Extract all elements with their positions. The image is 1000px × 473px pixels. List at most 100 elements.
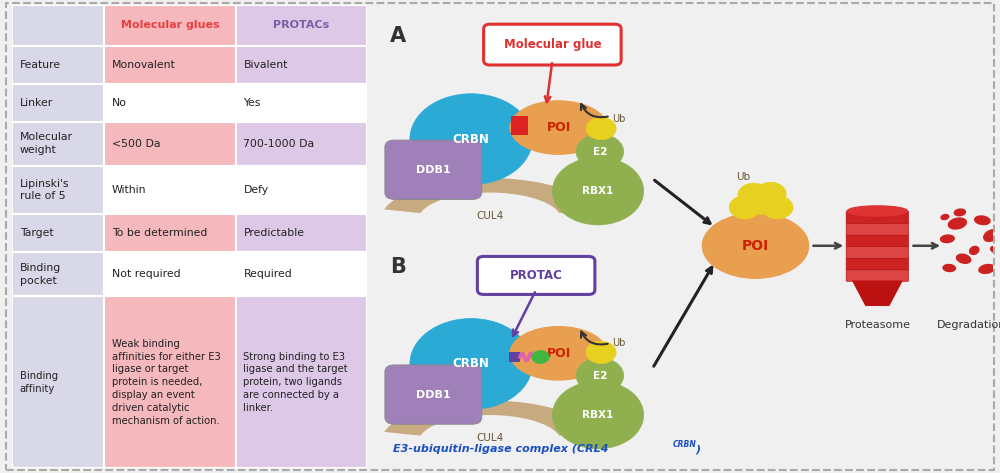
Text: Yes: Yes	[243, 97, 261, 107]
Text: Binding
pocket: Binding pocket	[20, 263, 61, 286]
Bar	[12, 296, 104, 468]
Circle shape	[586, 117, 616, 140]
Text: POI: POI	[742, 239, 769, 253]
Ellipse shape	[943, 264, 955, 272]
Bar	[104, 252, 236, 296]
Text: Molecular
weight: Molecular weight	[20, 132, 73, 155]
Text: Target: Target	[20, 228, 53, 238]
Text: Not required: Not required	[112, 269, 181, 279]
Circle shape	[755, 182, 786, 205]
Text: DDB1: DDB1	[416, 165, 451, 175]
Bar	[236, 166, 367, 214]
Ellipse shape	[948, 218, 966, 229]
Ellipse shape	[702, 213, 809, 278]
Circle shape	[586, 341, 616, 364]
Ellipse shape	[954, 209, 965, 216]
Text: Ub: Ub	[612, 338, 626, 348]
Ellipse shape	[970, 246, 979, 254]
FancyBboxPatch shape	[846, 257, 909, 270]
Text: E3-ubiquitin-ligase complex (CRL4: E3-ubiquitin-ligase complex (CRL4	[393, 444, 608, 455]
Bar	[12, 84, 104, 122]
FancyBboxPatch shape	[846, 223, 909, 235]
Bar	[509, 352, 520, 362]
Text: Monovalent: Monovalent	[112, 60, 176, 70]
Text: E2: E2	[593, 370, 607, 381]
FancyBboxPatch shape	[477, 256, 595, 294]
Text: POI: POI	[546, 121, 571, 134]
Text: Defy: Defy	[243, 185, 269, 195]
Bar	[12, 5, 104, 45]
Bar	[104, 166, 236, 214]
FancyBboxPatch shape	[385, 140, 482, 200]
Text: To be determined: To be determined	[112, 228, 207, 238]
Text: Bivalent: Bivalent	[243, 60, 288, 70]
FancyBboxPatch shape	[484, 24, 621, 65]
Circle shape	[576, 134, 624, 169]
Text: B: B	[390, 257, 406, 277]
Ellipse shape	[847, 206, 907, 216]
Text: Degradation: Degradation	[936, 320, 1000, 330]
Bar	[12, 122, 104, 166]
Circle shape	[576, 358, 624, 393]
Ellipse shape	[991, 246, 999, 253]
Text: Strong binding to E3
ligase and the target
protein, two ligands
are connected by: Strong binding to E3 ligase and the targ…	[243, 352, 348, 413]
Ellipse shape	[941, 235, 954, 243]
Circle shape	[738, 183, 769, 206]
Text: Within: Within	[112, 185, 147, 195]
Bar	[236, 296, 367, 468]
Text: RBX1: RBX1	[582, 410, 614, 420]
Bar	[12, 166, 104, 214]
Text: Ub: Ub	[612, 114, 626, 124]
Bar	[12, 252, 104, 296]
Bar	[511, 116, 528, 135]
Text: CRBN: CRBN	[453, 358, 490, 370]
Text: Required: Required	[243, 269, 292, 279]
Text: E2: E2	[593, 147, 607, 157]
Circle shape	[532, 350, 549, 364]
Ellipse shape	[984, 230, 999, 241]
Text: Feature: Feature	[20, 60, 61, 70]
Ellipse shape	[957, 254, 971, 263]
Text: No: No	[112, 97, 127, 107]
Text: Binding
affinity: Binding affinity	[20, 371, 58, 394]
Bar	[104, 296, 236, 468]
Circle shape	[729, 196, 761, 219]
Ellipse shape	[510, 101, 607, 154]
Ellipse shape	[941, 215, 949, 219]
Bar	[12, 214, 104, 252]
Circle shape	[552, 157, 644, 225]
Text: ): )	[696, 444, 701, 455]
Text: Linker: Linker	[20, 97, 53, 107]
Bar	[236, 214, 367, 252]
Text: PROTACs: PROTACs	[273, 20, 329, 30]
FancyBboxPatch shape	[846, 234, 909, 247]
Bar	[236, 122, 367, 166]
Text: Ub: Ub	[736, 172, 750, 182]
Circle shape	[762, 196, 793, 219]
Text: Weak binding
affinities for either E3
ligase or target
protein is needed,
displa: Weak binding affinities for either E3 li…	[112, 339, 221, 426]
Text: RBX1: RBX1	[582, 186, 614, 196]
Text: DDB1: DDB1	[416, 390, 451, 400]
Bar	[104, 122, 236, 166]
FancyBboxPatch shape	[846, 246, 909, 258]
Text: CUL4: CUL4	[476, 433, 504, 443]
Bar	[104, 84, 236, 122]
Text: Predictable: Predictable	[243, 228, 304, 238]
Polygon shape	[852, 280, 903, 306]
Circle shape	[746, 191, 777, 214]
FancyBboxPatch shape	[385, 365, 482, 424]
Text: Proteasome: Proteasome	[844, 320, 910, 330]
Bar	[104, 45, 236, 84]
FancyBboxPatch shape	[846, 269, 909, 281]
Ellipse shape	[975, 216, 990, 225]
Ellipse shape	[979, 264, 995, 273]
Text: A: A	[390, 26, 406, 45]
Text: PROTAC: PROTAC	[510, 269, 563, 282]
Text: 700-1000 Da: 700-1000 Da	[243, 139, 315, 149]
Bar	[236, 84, 367, 122]
Bar	[236, 5, 367, 45]
Text: <500 Da: <500 Da	[112, 139, 161, 149]
Circle shape	[552, 381, 644, 449]
Ellipse shape	[510, 327, 607, 380]
Circle shape	[410, 94, 532, 184]
